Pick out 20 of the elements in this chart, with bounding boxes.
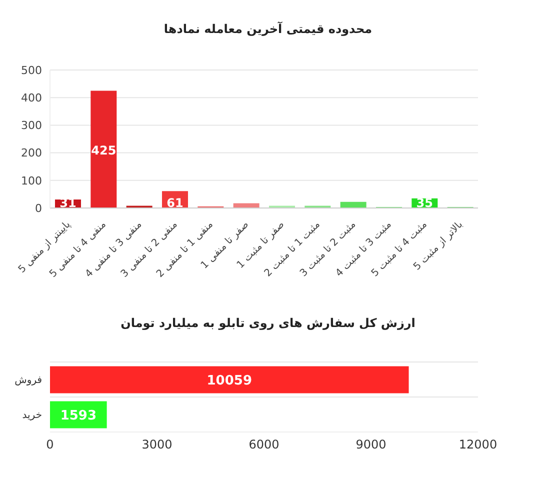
data-label: 10059: [206, 374, 252, 389]
data-label: 425: [91, 143, 116, 158]
y-tick-label: 300: [21, 119, 42, 132]
y-tick-label: 200: [21, 146, 42, 160]
y-tick-label: 500: [21, 64, 42, 77]
chart-title: ارزش کل سفارش های روی تابلو به میلیارد تومان: [120, 315, 416, 332]
x-tick-label: 3000: [142, 438, 172, 452]
data-label: 1593: [60, 408, 96, 424]
y-tick-label: 0: [35, 202, 42, 215]
chart-title: محدوده قیمتی آخرین معامله نمادها: [162, 20, 374, 38]
y-tick-label: خرید: [22, 410, 42, 422]
x-tick-label: 0: [46, 438, 54, 452]
data-label: 35: [416, 196, 434, 210]
data-label: 61: [166, 196, 184, 210]
y-tick-label: 100: [21, 174, 42, 188]
x-tick-label: 12000: [458, 438, 498, 452]
x-tick-label: 6000: [248, 438, 280, 452]
y-tick-label: فروش: [14, 375, 42, 386]
x-tick-label: 9000: [356, 438, 386, 452]
y-tick-label: 400: [21, 92, 42, 105]
